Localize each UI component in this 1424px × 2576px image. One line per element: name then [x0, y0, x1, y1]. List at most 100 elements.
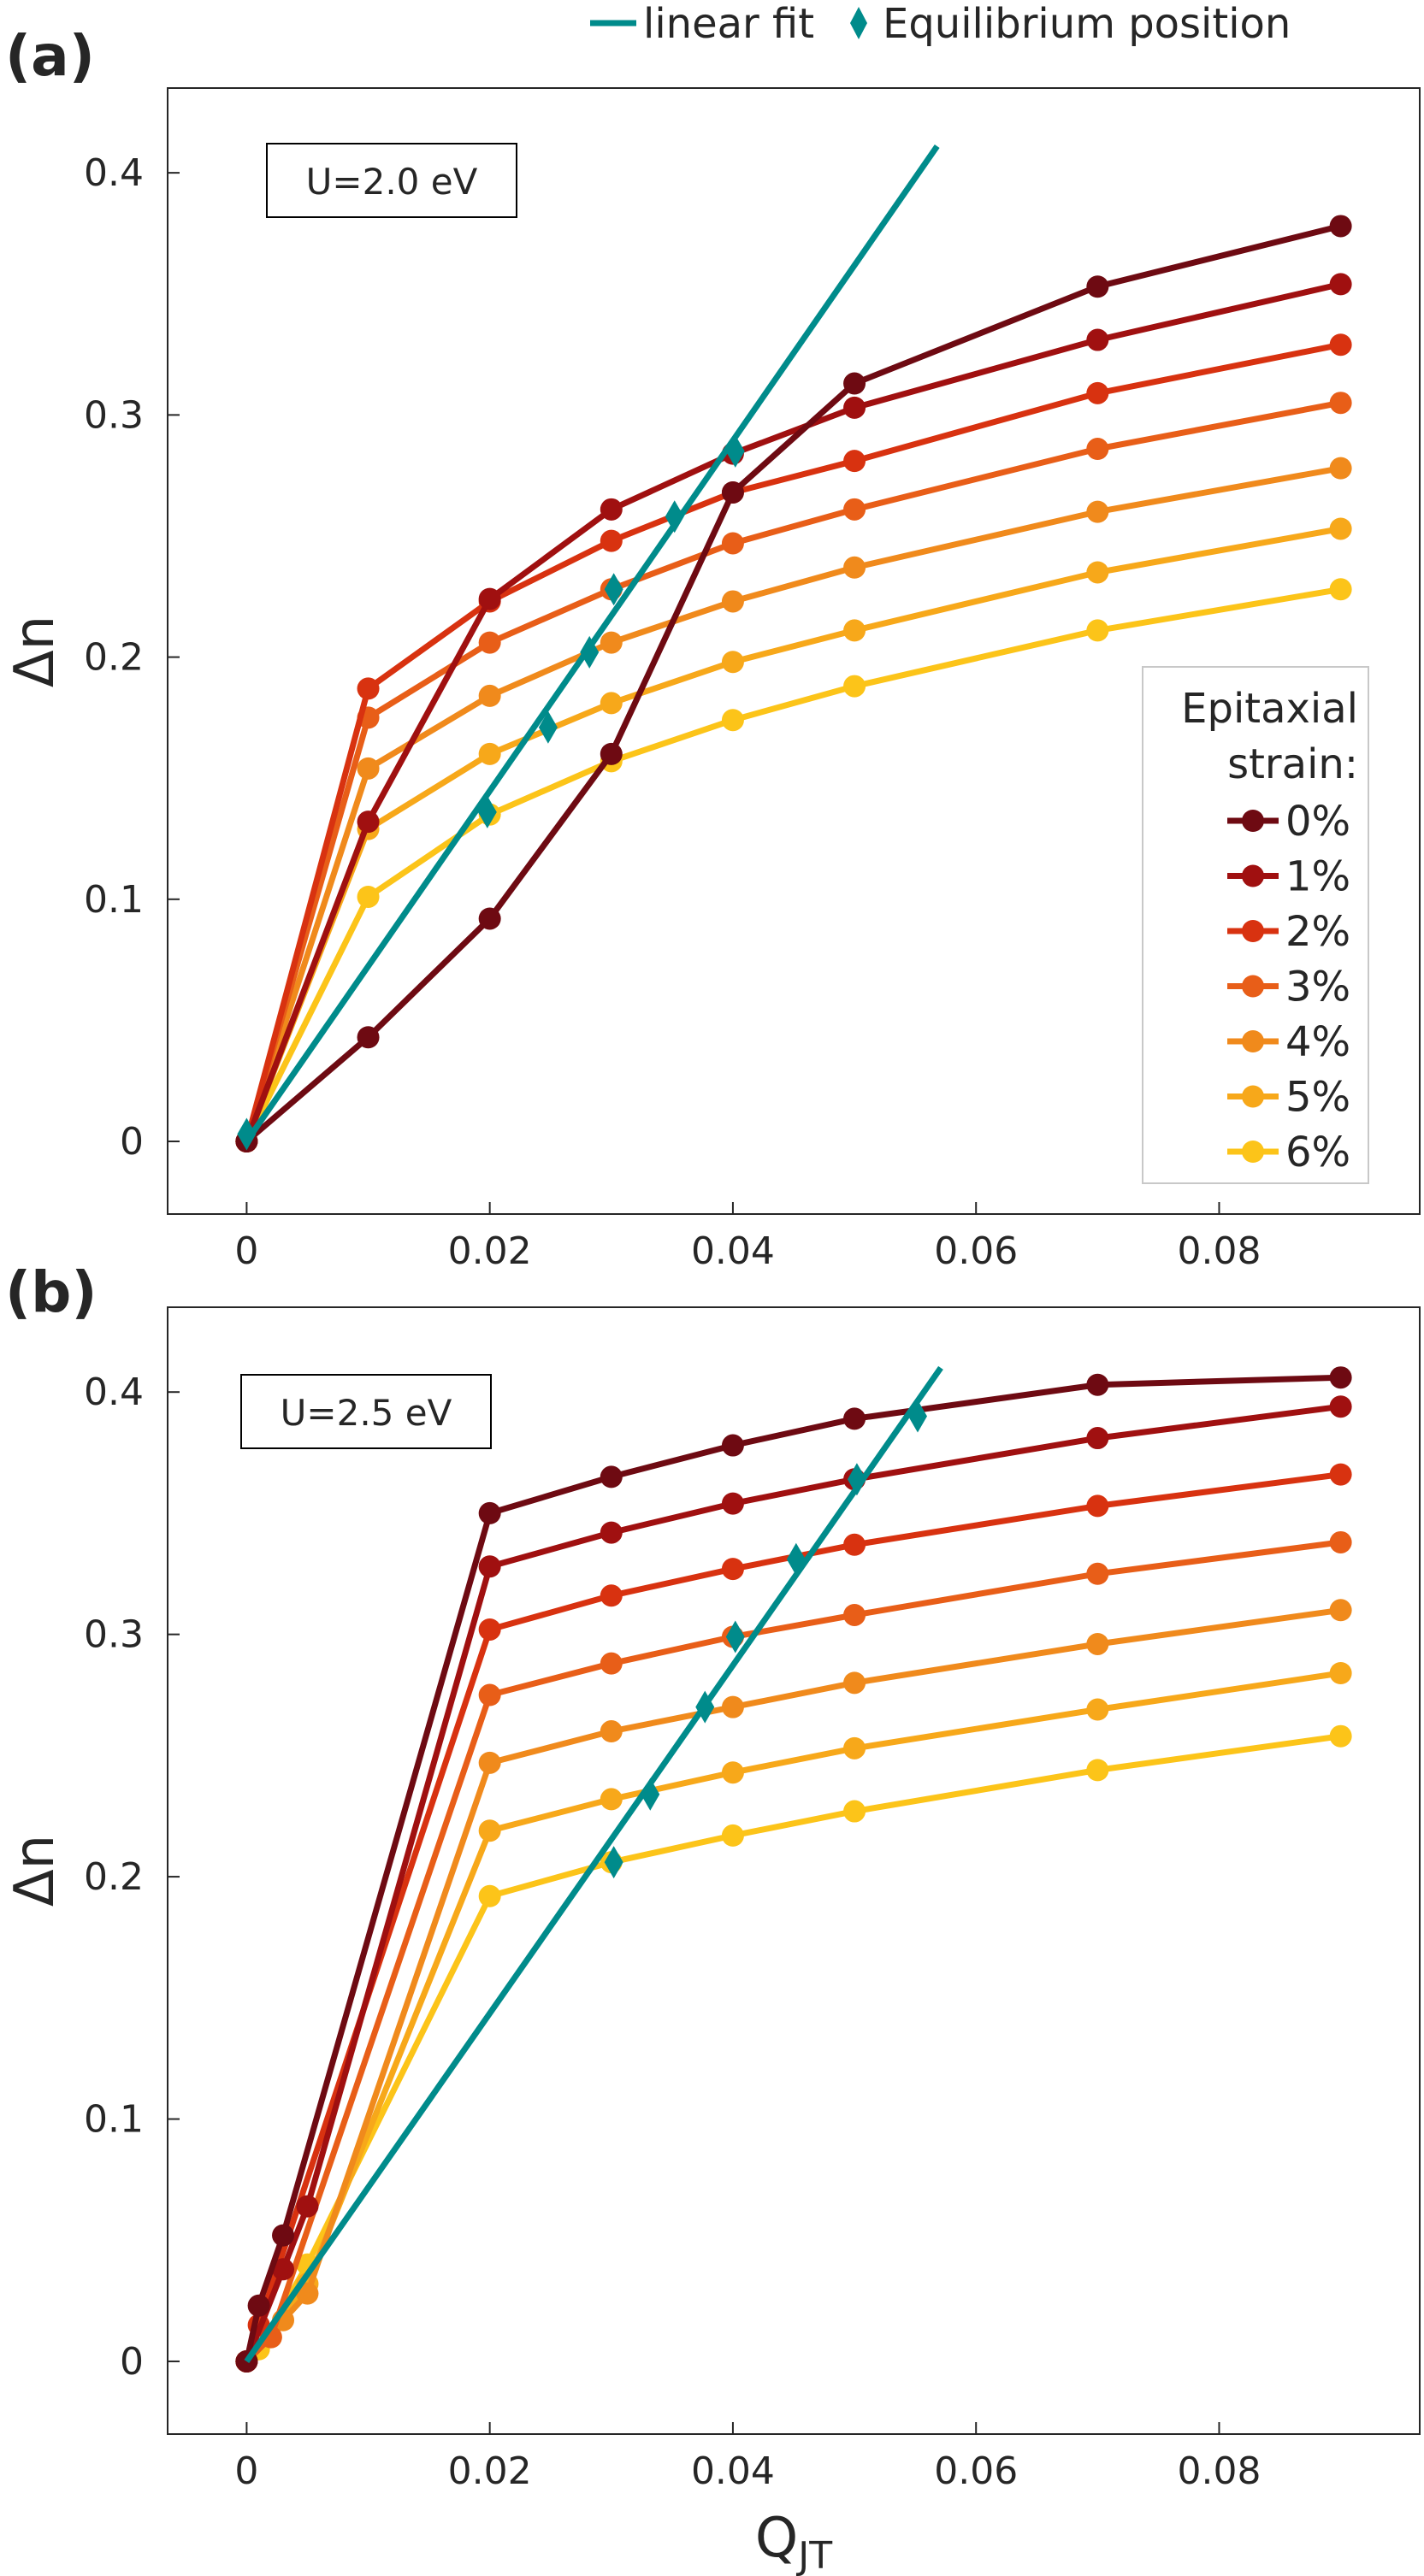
- data-point: [1086, 561, 1109, 584]
- legend-item-label: 3%: [1285, 964, 1350, 1011]
- equilibrium-marker: [847, 1463, 866, 1496]
- x-axis-label: QJT: [755, 2507, 832, 2576]
- legend-swatch-marker: [1242, 810, 1264, 832]
- data-point: [1086, 328, 1109, 351]
- data-point: [721, 1824, 744, 1847]
- data-point: [721, 651, 744, 674]
- series-0pct: [235, 215, 1352, 1153]
- data-point: [721, 532, 744, 555]
- legend-title-line1: Epitaxial: [1181, 685, 1358, 733]
- data-point: [1086, 619, 1109, 642]
- equilibrium-marker: [786, 1542, 806, 1576]
- equilibrium-marker: [907, 1400, 927, 1433]
- data-point: [600, 1584, 623, 1607]
- data-point: [721, 1558, 744, 1581]
- data-point: [296, 2282, 319, 2305]
- equilibrium-marker: [725, 1620, 745, 1653]
- series-line: [244, 399, 1342, 1142]
- legend-item: 6%: [1227, 1129, 1350, 1176]
- legend-item: 5%: [1227, 1074, 1350, 1122]
- data-point: [600, 1465, 623, 1488]
- data-point: [843, 556, 866, 579]
- data-point: [478, 1683, 501, 1707]
- data-point: [843, 450, 866, 473]
- x-tick-label: 0.04: [691, 2449, 775, 2493]
- legend-item: 3%: [1227, 964, 1350, 1011]
- series-line: [245, 223, 1342, 1144]
- data-point: [843, 675, 866, 698]
- data-point: [843, 1603, 866, 1626]
- data-point: [843, 1736, 866, 1760]
- panel-b: (b) 0 0.02 0.04 0.06 0.08 0 0.1 0.2 0.3 0.4 Δn U…: [3, 1259, 1421, 2576]
- y-tick-label: 0.1: [84, 2098, 144, 2142]
- legend-swatch-marker: [1242, 920, 1264, 942]
- legend-item-label: 1%: [1285, 853, 1350, 901]
- x-tick-label: 0.02: [448, 2449, 532, 2493]
- data-point: [1329, 517, 1352, 540]
- x-tick-label: 0: [234, 2449, 258, 2493]
- x-ticks: 0 0.02 0.04 0.06 0.08: [234, 2422, 1261, 2493]
- y-tick-label: 0.3: [84, 393, 144, 437]
- data-point: [357, 885, 380, 908]
- equilibrium-markers: [604, 1400, 927, 1879]
- data-point: [600, 1521, 623, 1544]
- annotation-text: U=2.0 eV: [306, 161, 478, 203]
- y-tick-label: 0.2: [84, 636, 144, 680]
- data-point: [1329, 1463, 1352, 1486]
- data-point: [1329, 273, 1352, 296]
- data-point: [843, 1671, 866, 1695]
- plot-area: [167, 1306, 1421, 2435]
- data-point: [843, 619, 866, 642]
- data-point: [357, 1026, 380, 1049]
- data-point: [478, 1751, 501, 1774]
- legend-swatch-marker: [1242, 1030, 1264, 1052]
- data-point: [843, 1407, 866, 1430]
- x-tick-label: 0.02: [448, 1229, 532, 1273]
- legend-eq-label: Equilibrium position: [883, 0, 1291, 48]
- data-point: [721, 1695, 744, 1718]
- data-point: [1329, 457, 1352, 480]
- legend-item: 4%: [1227, 1018, 1350, 1066]
- equilibrium-marker: [641, 1777, 660, 1811]
- legend-item: 2%: [1227, 908, 1350, 956]
- data-point: [357, 757, 380, 780]
- x-tick-label: 0: [234, 1229, 258, 1273]
- data-point: [478, 684, 501, 707]
- y-tick-label: 0.4: [84, 151, 144, 195]
- data-point: [843, 1800, 866, 1823]
- data-point: [843, 498, 866, 521]
- data-point: [1086, 438, 1109, 461]
- data-point: [600, 742, 623, 765]
- fit-line: [244, 1365, 943, 2363]
- data-point: [1329, 1661, 1352, 1684]
- series-line: [244, 280, 1342, 1143]
- x-tick-label: 0.06: [934, 2449, 1018, 2493]
- data-point: [478, 1884, 501, 1907]
- legend-item-label: 6%: [1285, 1129, 1350, 1176]
- data-point: [843, 396, 866, 419]
- x-axis-label-main: Q: [755, 2507, 798, 2570]
- data-point: [1329, 1530, 1352, 1553]
- data-point: [1329, 578, 1352, 601]
- y-tick-label: 0: [120, 2340, 144, 2384]
- data-point: [296, 2195, 319, 2218]
- data-point: [478, 742, 501, 765]
- data-point: [272, 2258, 295, 2281]
- data-point: [1086, 500, 1109, 523]
- data-point: [600, 1652, 623, 1675]
- data-point: [478, 1555, 501, 1578]
- panel-a: (a) 0 0.02 0.04 0.06 0.08 0 0.1 0.2 0.3 0.4 Δn U…: [3, 23, 1421, 1273]
- data-point: [1086, 1759, 1109, 1782]
- y-tick-label: 0.4: [84, 1371, 144, 1414]
- equilibrium-marker: [237, 1117, 257, 1151]
- y-tick-label: 0.2: [84, 1855, 144, 1899]
- data-point: [1329, 333, 1352, 357]
- data-point: [357, 677, 380, 700]
- legend-fit-label: linear fit: [643, 0, 814, 48]
- data-point: [272, 2224, 295, 2247]
- data-point: [1329, 1599, 1352, 1622]
- data-point: [478, 1819, 501, 1842]
- data-point: [1086, 275, 1109, 298]
- x-tick-label: 0.04: [691, 1229, 775, 1273]
- legend-item-label: 5%: [1285, 1074, 1350, 1122]
